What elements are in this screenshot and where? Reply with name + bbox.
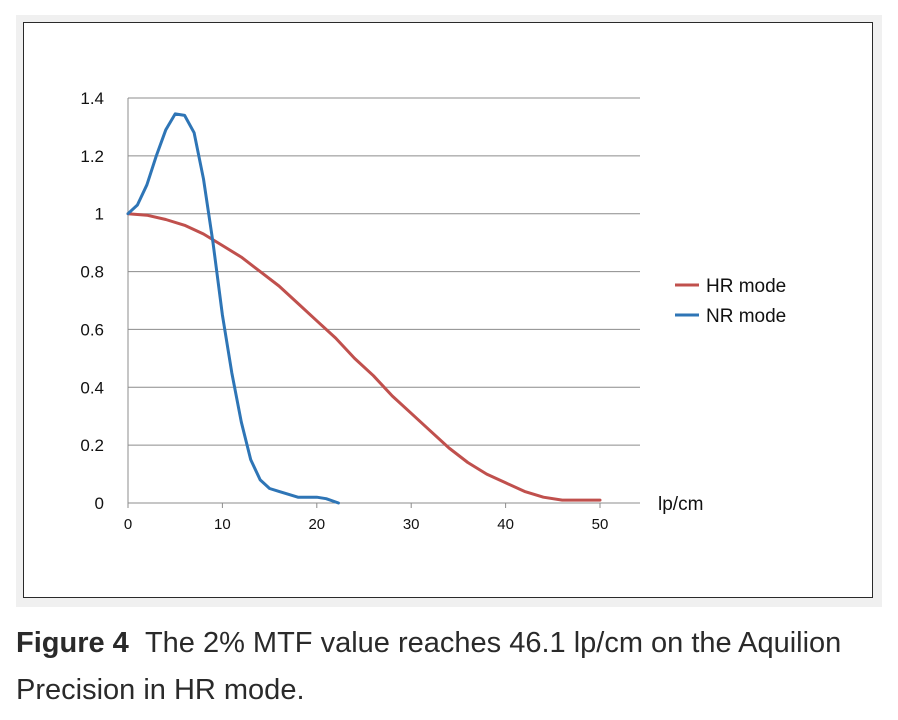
x-tick-label: 30 <box>403 516 420 533</box>
caption-spacer <box>129 627 145 659</box>
series-line-nr-mode <box>126 112 340 505</box>
y-tick-label: 0.4 <box>80 378 104 397</box>
x-axis-title: lp/cm <box>658 494 703 515</box>
y-tick-label: 0.8 <box>80 263 104 282</box>
axes-layer: 0 0.2 0.4 0.6 0.8 1 1.2 1.4 0 10 20 30 40 50 lp/cm <box>80 89 703 533</box>
x-tick-label: 10 <box>214 516 231 533</box>
grid-layer <box>128 97 640 446</box>
chart-box: 0 0.2 0.4 0.6 0.8 1 1.2 1.4 0 10 20 30 40 50 lp/cm HR … <box>23 22 873 598</box>
y-tick-label: 0.2 <box>80 436 104 455</box>
y-tick-label: 0.6 <box>80 320 104 339</box>
series-line-hr-mode <box>126 212 602 502</box>
mtf-chart: 0 0.2 0.4 0.6 0.8 1 1.2 1.4 0 10 20 30 40 50 lp/cm HR … <box>80 89 786 533</box>
x-tick-label: 0 <box>124 516 132 533</box>
x-tick-label: 50 <box>592 516 609 533</box>
y-tick-label: 0 <box>95 494 104 513</box>
series-layer <box>126 112 602 505</box>
legend-label: HR mode <box>706 276 786 297</box>
y-tick-label: 1 <box>95 205 104 224</box>
x-tick-label: 20 <box>308 516 325 533</box>
figure-caption: Figure 4 The 2% MTF value reaches 46.1 l… <box>16 620 876 714</box>
figure-label: Figure 4 <box>16 627 129 659</box>
y-tick-label: 1.4 <box>80 89 104 108</box>
caption-text: The 2% MTF value reaches 46.1 lp/cm on t… <box>16 627 842 706</box>
y-tick-label: 1.2 <box>80 147 104 166</box>
legend-label: NR mode <box>706 306 786 327</box>
figure-frame: 0 0.2 0.4 0.6 0.8 1 1.2 1.4 0 10 20 30 40 50 lp/cm HR … <box>16 15 882 607</box>
x-tick-label: 40 <box>497 516 514 533</box>
legend: HR mode NR mode <box>675 276 786 327</box>
